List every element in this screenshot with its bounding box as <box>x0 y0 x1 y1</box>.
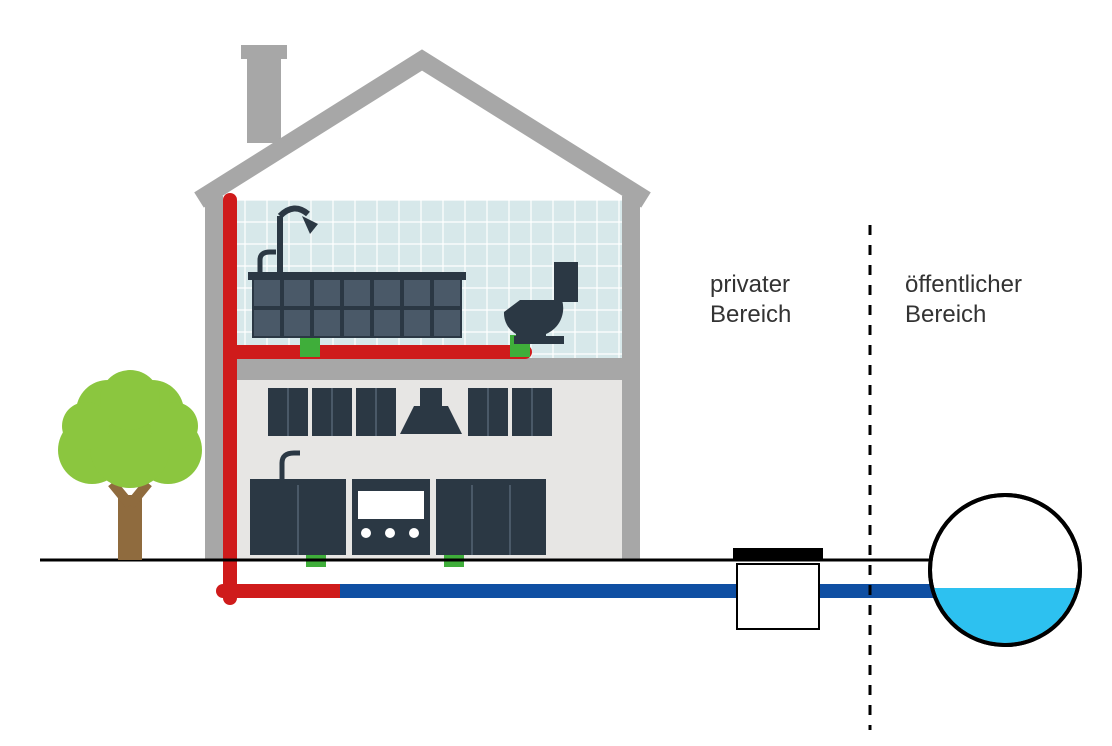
chimney <box>247 55 281 143</box>
house-sewer-diagram <box>0 0 1112 746</box>
kitchen-counter-right <box>436 485 546 555</box>
tree-crown <box>58 370 202 488</box>
label-private: privater Bereich <box>710 270 791 330</box>
green-trap-0 <box>300 335 320 357</box>
label-public-2: Bereich <box>905 300 1022 330</box>
inspection-lid <box>733 548 823 560</box>
label-public-1: öffentlicher <box>905 270 1022 300</box>
inspection-chamber <box>737 564 819 629</box>
floor-slab <box>223 358 622 380</box>
label-public: öffentlicher Bereich <box>905 270 1022 330</box>
label-private-2: Bereich <box>710 300 791 330</box>
sewer-water <box>930 588 1080 645</box>
label-private-1: privater <box>710 270 791 300</box>
